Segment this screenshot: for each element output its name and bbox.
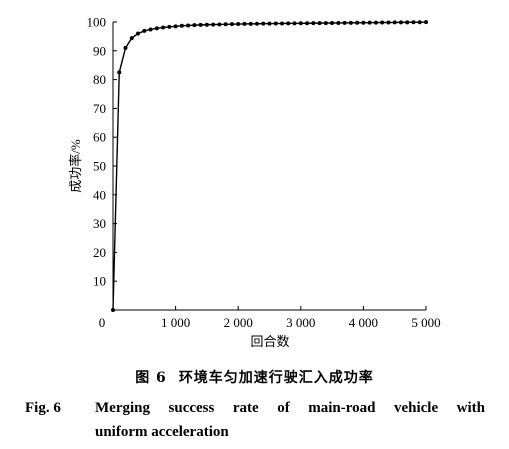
x-tick-label: 5 000 bbox=[411, 315, 440, 330]
data-point bbox=[367, 20, 372, 25]
data-point bbox=[298, 21, 303, 26]
y-tick-label: 60 bbox=[93, 130, 106, 145]
data-point bbox=[179, 23, 184, 28]
data-point bbox=[398, 20, 403, 25]
y-tick-label: 90 bbox=[93, 43, 106, 58]
data-point bbox=[254, 21, 259, 26]
data-point bbox=[173, 24, 178, 29]
data-point bbox=[198, 22, 203, 27]
data-point bbox=[261, 21, 266, 26]
data-point bbox=[236, 22, 241, 27]
data-point bbox=[136, 31, 141, 36]
y-tick-label: 50 bbox=[93, 159, 106, 174]
data-point bbox=[248, 21, 253, 26]
caption-en-line-2: uniform acceleration bbox=[95, 424, 229, 440]
figure-caption-chinese: 图 6 环境车匀加速行驶汇入成功率 bbox=[0, 367, 509, 387]
data-point bbox=[311, 21, 316, 26]
data-point bbox=[229, 22, 234, 27]
data-point bbox=[411, 20, 416, 25]
data-point bbox=[154, 26, 159, 31]
data-point bbox=[373, 20, 378, 25]
data-point bbox=[192, 23, 197, 28]
data-point bbox=[211, 22, 216, 27]
data-point bbox=[348, 20, 353, 25]
y-axis-title: 成功率/% bbox=[68, 139, 83, 193]
x-axis-title: 回合数 bbox=[250, 334, 289, 349]
data-point bbox=[111, 308, 115, 312]
caption-cn-text: 环境车匀加速行驶汇入成功率 bbox=[178, 370, 374, 386]
data-point bbox=[186, 23, 191, 28]
y-tick-label: 70 bbox=[93, 101, 106, 116]
x-axis-ticks: 0 1 000 2 000 3 000 4 000 5 000 bbox=[99, 306, 441, 330]
y-tick-label: 100 bbox=[87, 15, 107, 30]
x-tick-label: 4 000 bbox=[349, 315, 378, 330]
data-point bbox=[123, 45, 128, 50]
data-point bbox=[305, 21, 310, 26]
caption-en-figure-label: Fig. 6 bbox=[25, 400, 61, 416]
data-point bbox=[267, 21, 272, 26]
data-point bbox=[161, 25, 166, 30]
y-tick-label: 20 bbox=[93, 245, 106, 260]
data-point bbox=[361, 20, 366, 25]
data-point bbox=[355, 20, 360, 25]
data-point bbox=[342, 20, 347, 25]
data-point bbox=[417, 20, 422, 25]
data-point bbox=[129, 36, 134, 41]
data-point bbox=[330, 21, 335, 26]
x-tick-label: 2 000 bbox=[224, 315, 253, 330]
caption-en-line-1: Merging success rate of main-road vehicl… bbox=[95, 400, 485, 416]
data-point bbox=[286, 21, 291, 26]
data-point bbox=[273, 21, 278, 26]
y-tick-label: 30 bbox=[93, 216, 106, 231]
caption-cn-figure-number: 图 6 bbox=[135, 370, 167, 386]
data-point bbox=[223, 22, 228, 27]
data-point bbox=[317, 21, 322, 26]
series-group bbox=[111, 20, 428, 312]
data-point bbox=[148, 27, 153, 32]
series-line bbox=[112, 21, 427, 311]
data-point bbox=[204, 22, 209, 27]
data-point bbox=[380, 20, 385, 25]
data-point bbox=[424, 20, 428, 25]
y-axis-ticks: 10 20 30 40 50 60 70 80 90 100 bbox=[87, 15, 117, 289]
data-point bbox=[280, 21, 285, 26]
axes bbox=[112, 22, 426, 311]
data-point bbox=[392, 20, 397, 25]
data-point bbox=[386, 20, 391, 25]
data-point bbox=[242, 21, 247, 26]
data-point bbox=[217, 22, 222, 27]
data-point bbox=[323, 21, 328, 26]
data-point bbox=[292, 21, 297, 26]
data-point bbox=[405, 20, 410, 25]
y-tick-label: 80 bbox=[93, 72, 106, 87]
y-tick-label: 40 bbox=[93, 187, 106, 202]
data-point bbox=[167, 24, 172, 29]
success-rate-chart: 0 1 000 2 000 3 000 4 000 5 000 10 20 30 40 50 60 7… bbox=[68, 15, 441, 350]
data-point bbox=[336, 20, 341, 25]
y-tick-label: 10 bbox=[93, 274, 106, 289]
data-point bbox=[142, 28, 147, 33]
x-tick-label: 0 bbox=[99, 315, 106, 330]
x-tick-label: 1 000 bbox=[161, 315, 190, 330]
x-tick-label: 3 000 bbox=[286, 315, 315, 330]
data-point bbox=[117, 70, 122, 75]
